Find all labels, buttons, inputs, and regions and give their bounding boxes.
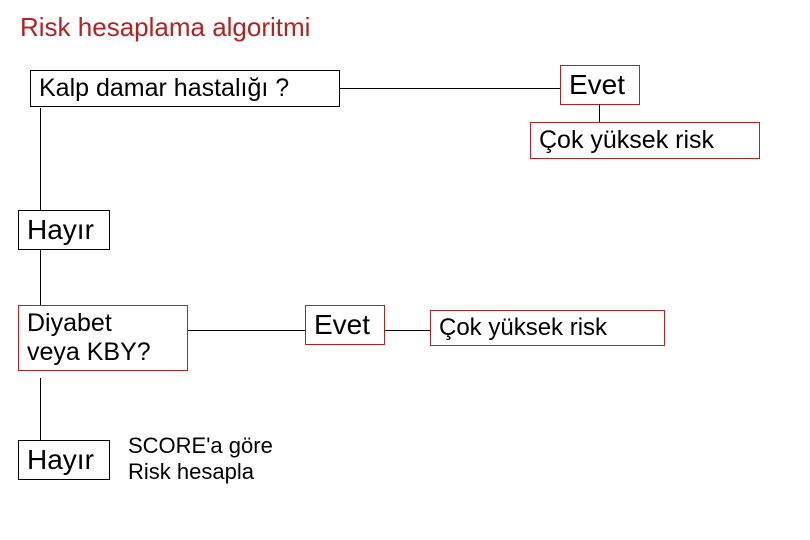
node-hayir1: Hayır [18,210,110,250]
node-result1-line: Çok yüksek risk [539,126,751,155]
connector-line [40,108,41,210]
connector-line [599,104,600,122]
connector-line [385,330,430,331]
connector-line [40,378,41,440]
node-evet1-line: Evet [569,69,631,101]
node-result1: Çok yüksek risk [530,122,760,159]
connector-line [40,250,41,305]
node-hayir1-line: Hayır [27,214,101,246]
node-q2-line: veya KBY? [27,338,179,367]
diagram-title: Risk hesaplama algoritmi [20,12,310,43]
node-hayir2: Hayır [18,440,110,480]
node-evet2: Evet [305,305,385,345]
node-q1: Kalp damar hastalığı ? [30,70,340,107]
node-score-line: Risk hesapla [128,459,292,485]
node-evet2-line: Evet [314,309,376,341]
connector-line [340,88,560,89]
node-hayir2-line: Hayır [27,444,101,476]
node-evet1: Evet [560,65,640,105]
node-q1-line: Kalp damar hastalığı ? [39,74,331,103]
node-score: SCORE'a göreRisk hesapla [120,430,300,488]
node-result2-line: Çok yüksek risk [439,314,656,342]
node-result2: Çok yüksek risk [430,310,665,346]
node-score-line: SCORE'a göre [128,433,292,459]
node-q2-line: Diyabet [27,309,179,338]
node-q2: Diyabetveya KBY? [18,305,188,371]
connector-line [188,330,305,331]
